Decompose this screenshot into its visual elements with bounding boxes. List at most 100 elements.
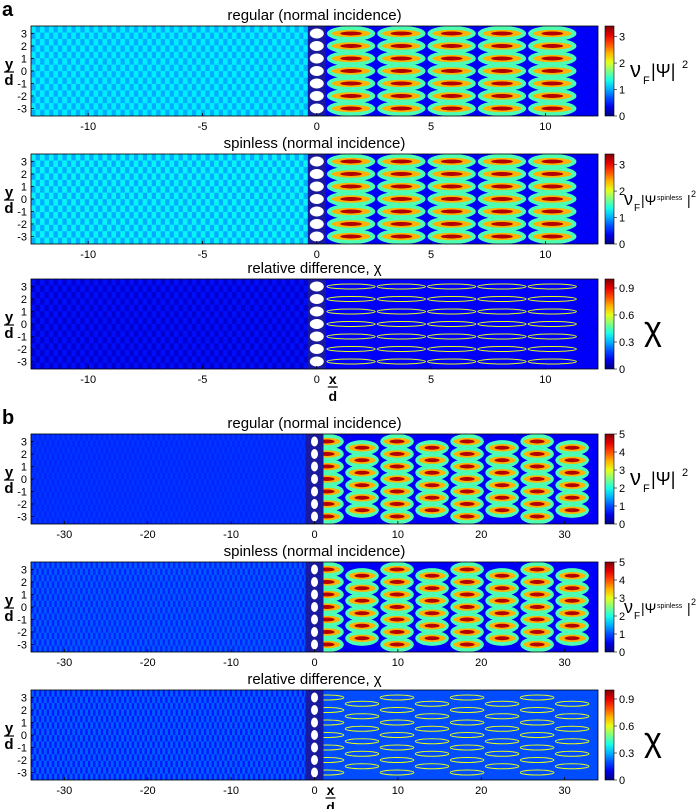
x-tick-label: 10	[539, 374, 551, 386]
y-tick-label: 3	[21, 29, 27, 41]
chi-symbol: χ	[644, 310, 662, 348]
x-tick-label: 10	[392, 657, 404, 669]
heatmap-field	[31, 433, 598, 525]
scatterer-dot	[311, 449, 318, 459]
y-tick-label: -1	[17, 79, 27, 91]
y-tick-label: 2	[21, 41, 27, 53]
y-tick-label: 2	[21, 169, 27, 181]
colorbar-tick-label: 0.3	[619, 337, 634, 349]
x-tick-label: 10	[539, 121, 551, 133]
colorbar-tick-label: 0	[619, 647, 625, 659]
square-superscript: 2	[682, 467, 688, 479]
y-axis-d: d	[4, 480, 13, 497]
colorbar	[604, 25, 615, 117]
scatterer-dot	[309, 294, 324, 304]
y-tick-label: 1	[21, 590, 27, 602]
close-bar: |	[687, 192, 691, 208]
x-tick-label: 0	[311, 657, 317, 669]
y-axis-y: y	[5, 56, 14, 73]
y-tick-label: -2	[17, 627, 27, 639]
y-tick-label: 2	[21, 294, 27, 306]
x-tick-label: 20	[475, 657, 487, 669]
x-tick-label: -10	[80, 374, 96, 386]
y-axis-y: y	[5, 184, 14, 201]
x-tick-label: 0	[311, 529, 317, 541]
y-tick-label: -1	[17, 332, 27, 344]
colorbar-tick-label: 4	[619, 447, 625, 459]
y-tick-label: 0	[21, 474, 27, 486]
colorbar-tick-label: 1	[619, 501, 625, 513]
y-tick-label: 3	[21, 282, 27, 294]
y-tick-label: -2	[17, 344, 27, 356]
x-axis-d: d	[326, 799, 335, 809]
y-tick-label: 2	[21, 577, 27, 589]
y-tick-label: 2	[21, 449, 27, 461]
colorbar-tick-label: 0.3	[619, 748, 634, 760]
scatterer-dot	[311, 639, 318, 650]
x-tick-label: -5	[198, 374, 208, 386]
y-axis-y: y	[5, 464, 14, 481]
x-tick-label: -5	[198, 249, 208, 261]
colorbar-tick-label: 0	[619, 775, 625, 787]
scatterer-dot	[311, 486, 318, 497]
colorbar	[604, 433, 615, 525]
colorbar-label: ν F|Ψ spinless | 2	[624, 597, 696, 622]
colorbar-tick-label: 5	[619, 557, 625, 569]
scatterer-dot	[309, 231, 324, 242]
heatmap-field	[31, 561, 598, 653]
part-a-label: a	[2, 0, 14, 21]
scatterer-dot	[311, 564, 318, 575]
scatterer-dot	[309, 103, 324, 114]
scatterer-dot	[311, 511, 318, 522]
y-tick-label: 0	[21, 602, 27, 614]
y-tick-label: 2	[21, 705, 27, 717]
colorbar-label: ν F|Ψ spinless | 2	[624, 189, 696, 214]
colorbar-tick-label: 0	[619, 239, 625, 251]
spinless-superscript: spinless	[657, 195, 683, 202]
nu-symbol: ν	[624, 189, 633, 209]
scatterer-dot	[311, 602, 318, 612]
x-tick-label: 10	[392, 785, 404, 797]
colorbar-tick-label: 0.9	[619, 694, 634, 706]
psi-symbol: |Ψ|	[651, 469, 675, 489]
nu-symbol: ν	[630, 57, 641, 82]
y-tick-label: 1	[21, 307, 27, 319]
x-tick-label: 5	[428, 121, 434, 133]
scatterer-dot	[309, 156, 324, 167]
colorbar-tick-label: 5	[619, 429, 625, 441]
panel-a-0: regular (normal incidence)3210-1-2-3-10-…	[4, 7, 688, 133]
x-tick-label: -10	[223, 657, 239, 669]
square-superscript: 2	[682, 59, 688, 71]
scatterer-dot	[311, 767, 318, 778]
colorbar-tick-label: 2	[619, 58, 625, 70]
heatmap-field	[31, 279, 598, 370]
x-tick-label: -30	[56, 657, 72, 669]
y-tick-label: -3	[17, 768, 27, 780]
x-tick-label: -30	[56, 529, 72, 541]
y-axis-d: d	[4, 325, 13, 342]
y-tick-label: -2	[17, 755, 27, 767]
colorbar-tick-label: 1	[619, 629, 625, 641]
scatterer-dot	[311, 436, 318, 447]
y-tick-label: -1	[17, 207, 27, 219]
x-tick-label: 0	[314, 121, 320, 133]
colorbar-tick-label: 0	[619, 111, 625, 123]
x-tick-label: -10	[223, 529, 239, 541]
f-subscript: F	[634, 203, 640, 214]
scatterer-dot	[311, 627, 318, 637]
x-axis-d: d	[329, 388, 338, 404]
heatmap-field	[31, 25, 598, 117]
scatterer-dot	[311, 589, 318, 600]
panel-title: spinless (normal incidence)	[224, 543, 406, 560]
scatterer-dot	[309, 181, 324, 192]
scatterer-dot	[309, 356, 324, 367]
y-tick-label: 1	[21, 718, 27, 730]
x-tick-label: 30	[559, 785, 571, 797]
panel-b-1: spinless (normal incidence)3210-1-2-3-30…	[4, 543, 696, 669]
colorbar-tick-label: 3	[619, 465, 625, 477]
x-tick-label: 0	[314, 374, 320, 386]
scatterer-dot	[311, 742, 318, 753]
y-tick-label: -3	[17, 512, 27, 524]
scatterer-dot	[309, 319, 324, 329]
